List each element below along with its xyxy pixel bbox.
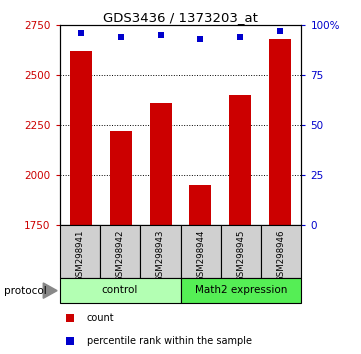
- Text: GSM298942: GSM298942: [116, 229, 125, 281]
- Point: [197, 36, 203, 42]
- Text: Math2 expression: Math2 expression: [195, 285, 287, 295]
- Point: [277, 28, 283, 34]
- Text: GSM298944: GSM298944: [196, 229, 205, 281]
- Text: count: count: [87, 313, 114, 323]
- Bar: [180, 278, 301, 303]
- Point: [68, 338, 73, 344]
- Bar: [60, 278, 180, 303]
- Bar: [60, 225, 100, 278]
- Text: protocol: protocol: [4, 286, 46, 296]
- Point: [78, 30, 84, 36]
- Text: GSM298941: GSM298941: [75, 229, 84, 281]
- Bar: [180, 225, 221, 278]
- Bar: [261, 225, 301, 278]
- Title: GDS3436 / 1373203_at: GDS3436 / 1373203_at: [103, 11, 258, 24]
- Bar: [70, 51, 92, 225]
- Point: [158, 32, 164, 38]
- Bar: [269, 39, 291, 225]
- Bar: [100, 225, 140, 278]
- Text: GSM298946: GSM298946: [277, 229, 286, 281]
- Point: [68, 315, 73, 321]
- Polygon shape: [43, 283, 57, 298]
- Point: [118, 34, 124, 40]
- Bar: [229, 95, 251, 225]
- Text: percentile rank within the sample: percentile rank within the sample: [87, 336, 252, 346]
- Bar: [221, 225, 261, 278]
- Bar: [150, 103, 171, 225]
- Point: [237, 34, 243, 40]
- Bar: [110, 131, 132, 225]
- Text: GSM298945: GSM298945: [236, 229, 245, 281]
- Text: control: control: [102, 285, 138, 295]
- Bar: [190, 185, 211, 225]
- Bar: [140, 225, 180, 278]
- Text: GSM298943: GSM298943: [156, 229, 165, 281]
